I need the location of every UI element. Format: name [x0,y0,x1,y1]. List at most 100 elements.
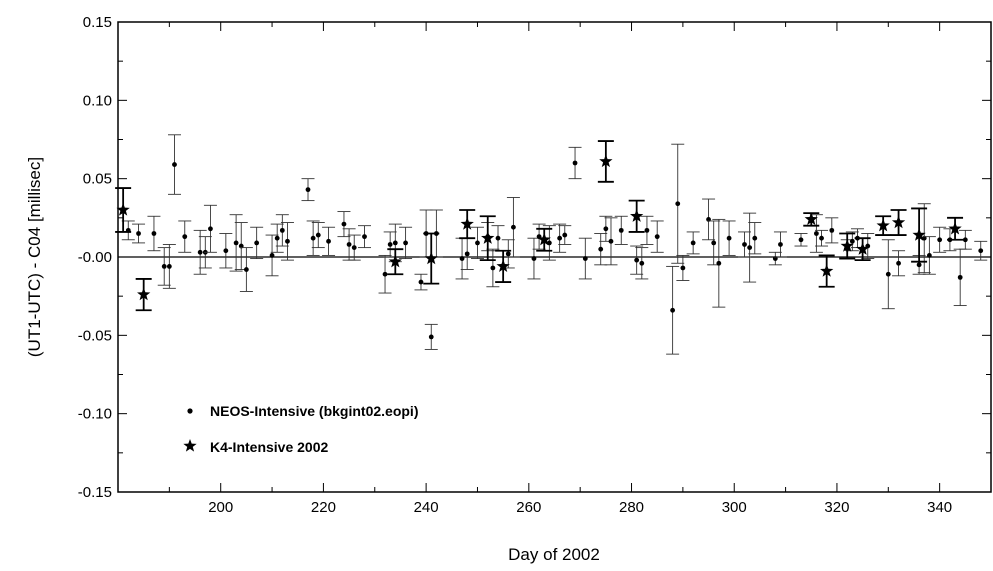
dot-point [161,264,167,269]
y-tick-label: -0.15 [78,484,112,501]
dot-point [387,242,393,247]
legend-dot-marker [187,408,193,414]
dot-point [562,232,568,238]
dot-point [778,242,783,247]
dot-point [208,226,213,232]
star-point [481,231,495,244]
dot-point [392,240,398,246]
dot-point [885,271,891,277]
dot-point [166,264,172,269]
dot-point [680,265,686,271]
dot-point [957,274,963,280]
star-point [891,215,906,229]
star-point [496,259,510,273]
dot-point [557,235,563,241]
dot-point [233,240,239,246]
legend-star-marker [183,439,197,452]
dot-point [351,245,357,251]
dot-point [675,201,681,207]
x-tick-label: 300 [722,499,747,516]
dot-point [326,238,331,244]
star-point [912,228,926,241]
dot-point [978,248,984,254]
dot-point [608,238,614,244]
y-tick-label: -0.10 [78,406,112,423]
dot-point [798,237,804,243]
legend-label-neos: NEOS-Intensive (bkgint02.eopi) [210,403,418,419]
dot-point [572,160,578,166]
star-point [855,242,870,255]
star-point [948,221,962,235]
star-point [424,251,438,265]
x-tick-label: 240 [414,499,439,516]
dot-point [603,226,609,232]
dot-point [546,240,552,246]
dot-point [464,251,470,257]
dot-point [341,221,347,227]
dot-point [726,235,732,241]
dot-point [279,227,285,233]
dot-point [182,234,188,240]
dot-point [639,260,645,266]
dot-point [690,240,696,246]
series-neos [121,134,988,355]
star-point [804,212,818,226]
dot-point [511,224,516,230]
star-point [599,154,613,168]
dot-point [418,279,424,285]
dot-point [654,234,660,240]
star-point [116,203,130,216]
dot-point [916,262,922,268]
dot-point [254,240,260,246]
dot-point [459,256,465,261]
dot-point [896,260,901,266]
x-axis: 200 220 240 260 280 300 320 340 [168,22,952,516]
star-point [460,217,474,230]
dot-point [223,248,229,254]
dot-point [829,227,835,233]
dot-point [598,246,604,252]
y-tick-label: 0.15 [83,14,112,31]
x-tick-label: 340 [927,499,952,516]
dot-point [819,235,824,241]
dot-point [136,231,141,236]
dot-point [151,231,157,236]
dot-point [403,240,408,246]
dot-point [243,267,249,272]
star-point [840,239,854,252]
dot-point [962,237,968,243]
x-axis-title: Day of 2002 [508,545,600,564]
star-point [820,264,834,277]
dot-point [305,187,311,193]
dot-point [644,227,650,233]
dot-point [310,235,316,241]
star-point [876,218,890,232]
dot-point [742,242,747,247]
dot-point [670,307,676,313]
dot-point [747,245,753,251]
y-tick-label: 0.05 [83,171,112,188]
dot-point [475,240,480,246]
dot-point [315,232,321,238]
dot-point [618,227,624,233]
dot-point [428,334,434,340]
x-tick-label: 220 [311,499,336,516]
series-k4 [115,140,964,312]
x-tick-label: 280 [619,499,644,516]
dot-point [752,235,758,241]
star-point [388,254,402,268]
dot-point [814,231,819,236]
dot-point [634,257,640,263]
dot-point [582,256,588,261]
dot-point [285,238,290,244]
dot-point [926,253,932,258]
y-tick-label: -0.05 [78,327,112,344]
series-layer [115,134,988,355]
star-point [137,287,151,301]
dot-point [531,256,537,261]
x-tick-label: 260 [516,499,541,516]
y-tick-label: -0.00 [78,249,112,266]
y-axis: -0.15 -0.10 -0.05 -0.00 0.05 0.10 0.15 [78,14,991,501]
dot-point [716,260,722,266]
